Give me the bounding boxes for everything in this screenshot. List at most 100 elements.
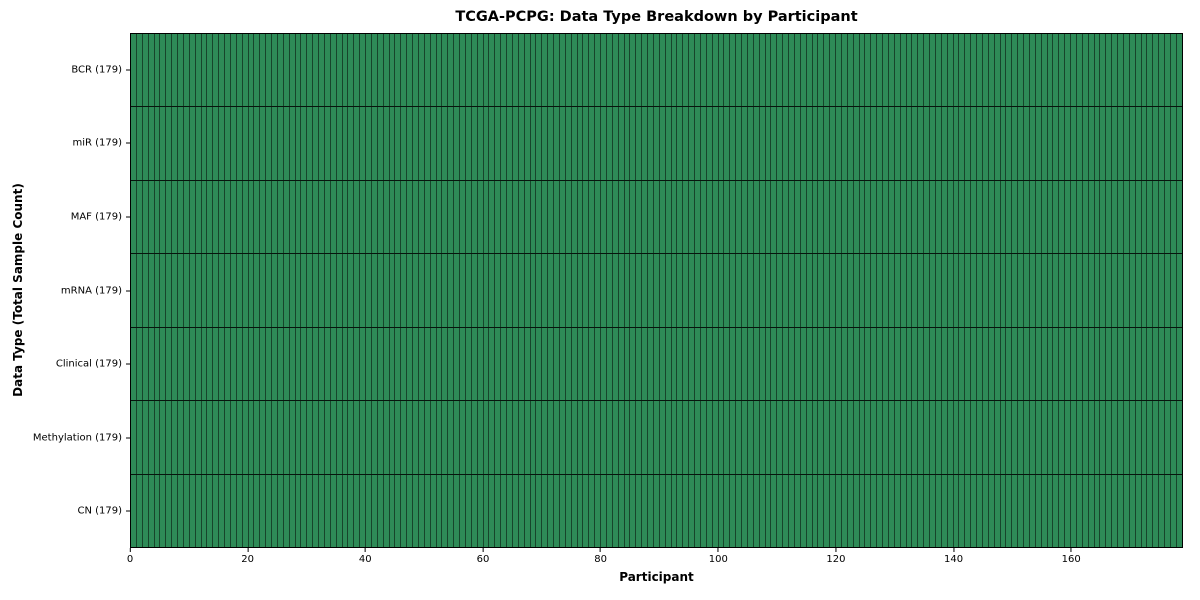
heatmap-cell — [1118, 401, 1124, 474]
heatmap-cell — [501, 401, 507, 474]
heatmap-cell — [571, 327, 578, 401]
heatmap-cell — [1059, 180, 1066, 254]
heatmap-cell — [1018, 254, 1024, 327]
heatmap-cell — [283, 34, 290, 107]
heatmap-cell — [742, 254, 748, 327]
heatmap-cell — [483, 254, 490, 327]
heatmap-cell — [789, 327, 795, 401]
heatmap-cell — [395, 107, 402, 180]
y-tick-label: BCR (179) — [71, 64, 122, 76]
heatmap-cell — [248, 34, 255, 107]
heatmap-cell — [324, 180, 331, 254]
heatmap-cell — [1170, 107, 1177, 180]
heatmap-cell — [248, 401, 255, 474]
heatmap-cell — [225, 401, 231, 474]
heatmap-cell — [847, 180, 854, 254]
heatmap-cell — [982, 180, 989, 254]
heatmap-cell — [295, 474, 302, 547]
heatmap-cell — [413, 327, 419, 401]
heatmap-cell — [1129, 401, 1136, 474]
heatmap-cell — [389, 401, 396, 474]
heatmap-cell — [959, 180, 966, 254]
heatmap-cell — [366, 254, 372, 327]
heatmap-cell — [160, 107, 167, 180]
heatmap-cell — [489, 107, 496, 180]
y-tick-label: MAF (179) — [70, 211, 122, 223]
heatmap-cell — [471, 474, 478, 547]
heatmap-cell — [747, 474, 754, 547]
heatmap-cell — [930, 327, 936, 401]
heatmap-cell — [1035, 254, 1042, 327]
heatmap-cell — [759, 254, 766, 327]
heatmap-cell — [225, 107, 231, 180]
heatmap-cell — [1106, 474, 1113, 547]
heatmap-cell — [1035, 180, 1042, 254]
heatmap-cell — [736, 327, 742, 401]
heatmap-cell — [366, 401, 372, 474]
heatmap-cell — [642, 401, 648, 474]
heatmap-cell — [1018, 474, 1024, 547]
heatmap-cell — [794, 254, 801, 327]
heatmap-cell — [230, 474, 237, 547]
heatmap-cell — [313, 107, 319, 180]
heatmap-cell — [418, 34, 425, 107]
heatmap-cell — [371, 401, 378, 474]
heatmap-cell — [324, 34, 331, 107]
heatmap-cell — [183, 180, 190, 254]
heatmap-cell — [1147, 474, 1154, 547]
heatmap-cell — [959, 254, 966, 327]
heatmap-cell — [812, 107, 819, 180]
heatmap-cell — [577, 254, 584, 327]
heatmap-cell — [201, 180, 208, 254]
heatmap-cell — [747, 327, 754, 401]
heatmap-cell — [918, 327, 925, 401]
heatmap-cell — [683, 401, 690, 474]
heatmap-cell — [460, 254, 466, 327]
heatmap-cell — [172, 34, 178, 107]
heatmap-cell — [659, 401, 666, 474]
heatmap-cell — [1006, 254, 1013, 327]
heatmap-cell — [742, 107, 748, 180]
heatmap-cell — [747, 34, 754, 107]
heatmap-cell — [336, 34, 343, 107]
heatmap-cell — [894, 34, 901, 107]
heatmap-cell — [912, 474, 919, 547]
heatmap-cell — [565, 327, 572, 401]
heatmap-cell — [272, 107, 278, 180]
heatmap-cell — [413, 401, 419, 474]
heatmap-cell — [665, 107, 672, 180]
heatmap-cell — [830, 401, 836, 474]
heatmap-cell — [324, 107, 331, 180]
heatmap-cell — [1147, 254, 1154, 327]
heatmap-cell — [906, 34, 913, 107]
heatmap-cell — [1029, 401, 1036, 474]
heatmap-cell — [965, 401, 972, 474]
heatmap-cell — [783, 107, 789, 180]
heatmap-cell — [260, 107, 267, 180]
heatmap-cell — [1065, 107, 1071, 180]
heatmap-cell — [1071, 34, 1077, 107]
heatmap-cell — [677, 180, 684, 254]
heatmap-cell — [806, 474, 813, 547]
heatmap-cell — [1088, 34, 1095, 107]
heatmap-cell — [1135, 107, 1142, 180]
heatmap-cell — [636, 180, 643, 254]
heatmap-cell — [1071, 474, 1077, 547]
heatmap-cell — [195, 401, 202, 474]
y-axis: BCR (179) miR (179) MAF (179) mRNA (179) Cli… — [0, 33, 130, 548]
heatmap-cell — [465, 180, 472, 254]
y-tick-label: Clinical (179) — [55, 358, 122, 370]
heatmap-cell — [883, 474, 889, 547]
heatmap-cell — [1165, 254, 1171, 327]
heatmap-cell — [559, 254, 566, 327]
heatmap-cell — [559, 34, 566, 107]
heatmap-cell — [742, 34, 748, 107]
heatmap-cell — [354, 107, 361, 180]
heatmap-cell — [1147, 107, 1154, 180]
heatmap-cell — [630, 107, 637, 180]
heatmap-cell — [172, 474, 178, 547]
heatmap-cell — [671, 327, 678, 401]
heatmap-cell — [242, 34, 249, 107]
heatmap-cell — [172, 327, 178, 401]
heatmap-cell — [148, 327, 155, 401]
